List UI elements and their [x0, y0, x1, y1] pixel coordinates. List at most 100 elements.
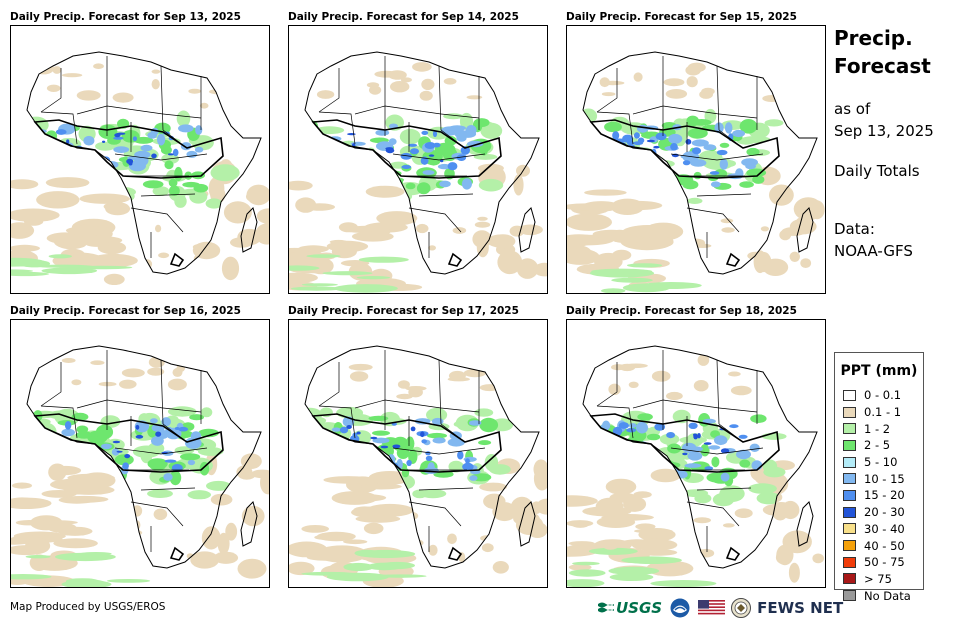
legend-label: 15 - 20	[864, 488, 905, 503]
legend: PPT (mm) 0 - 0.1 0.1 - 1 1 - 2 2 - 5 5 -…	[834, 352, 924, 603]
legend-label: 50 - 75	[864, 555, 905, 570]
country-border	[440, 407, 480, 413]
country-border	[596, 111, 634, 145]
precip-map	[566, 25, 826, 294]
legend-swatch	[843, 489, 856, 501]
precip-map-svg	[289, 51, 547, 293]
country-border	[76, 399, 108, 409]
legend-label: 30 - 40	[864, 521, 905, 536]
legend-label: 10 - 15	[864, 471, 905, 486]
country-border	[40, 362, 62, 407]
country-border	[408, 207, 462, 233]
panel-title: Daily Precip. Forecast for Sep 17, 2025	[288, 305, 519, 317]
country-border	[670, 447, 764, 455]
country-border	[354, 399, 386, 409]
country-border	[40, 68, 62, 113]
panel-title: Daily Precip. Forecast for Sep 13, 2025	[10, 11, 241, 23]
country-border	[140, 487, 196, 491]
legend-label: No Data	[864, 588, 911, 603]
country-border	[418, 487, 474, 491]
country-border	[40, 111, 78, 145]
legend-item: 0 - 0.1	[835, 387, 923, 404]
side-title-line2: Forecast	[834, 54, 931, 78]
legend-label: 0.1 - 1	[864, 405, 902, 420]
country-border	[106, 399, 164, 409]
precip-map-svg	[567, 345, 824, 587]
country-border	[670, 153, 764, 161]
country-border	[114, 153, 208, 161]
country-border	[140, 193, 196, 197]
focus-region-outline	[447, 546, 463, 561]
country-border	[162, 407, 202, 413]
legend-swatch	[843, 456, 856, 468]
focus-region-outline	[589, 119, 780, 179]
ocean-precip-layer	[289, 458, 547, 587]
country-border	[40, 405, 78, 439]
precip-map	[566, 319, 826, 588]
focus-region-outline	[169, 546, 185, 561]
country-border	[696, 193, 752, 197]
data-source-value: NOAA-GFS	[834, 242, 913, 260]
legend-item: 10 - 15	[835, 470, 923, 487]
precip-map-svg	[567, 51, 825, 293]
focus-region-outline	[725, 252, 741, 267]
panel-title: Daily Precip. Forecast for Sep 15, 2025	[566, 11, 797, 23]
focus-region-outline	[33, 119, 224, 179]
precip-map	[10, 319, 270, 588]
legend-label: 2 - 5	[864, 438, 891, 453]
us-flag-icon	[698, 600, 726, 616]
africa-coastline	[26, 51, 262, 275]
country-border	[114, 447, 208, 455]
legend-item: > 75	[835, 571, 923, 588]
legend-swatch	[843, 506, 856, 518]
country-border	[354, 105, 386, 115]
as-of-label: as of	[834, 100, 871, 118]
legend-label: > 75	[864, 571, 892, 586]
precip-map-svg	[11, 345, 269, 587]
ocean-precip-layer	[289, 163, 547, 293]
precip-map	[288, 319, 548, 588]
madagascar-outline	[518, 501, 536, 547]
legend-swatch	[843, 540, 856, 552]
country-border	[160, 359, 164, 425]
madagascar-outline	[240, 207, 258, 253]
country-border	[318, 68, 340, 113]
country-border	[440, 113, 480, 119]
madagascar-outline	[240, 501, 258, 547]
legend-item: 50 - 75	[835, 554, 923, 571]
focus-region-outline	[725, 546, 741, 561]
side-info: Precip. Forecast as of Sep 13, 2025 Dail…	[834, 24, 964, 262]
africa-coastline	[304, 345, 540, 569]
usgs-wave-icon	[598, 602, 614, 613]
legend-label: 40 - 50	[864, 538, 905, 553]
country-border	[596, 68, 618, 113]
ocean-precip-layer	[11, 452, 269, 587]
legend-item: 40 - 50	[835, 537, 923, 554]
ocean-precip-layer	[11, 159, 269, 285]
country-border	[160, 65, 164, 131]
precip-map-svg	[11, 51, 269, 285]
legend-swatch	[843, 389, 856, 401]
legend-label: 5 - 10	[864, 455, 898, 470]
country-border	[318, 111, 356, 145]
panel-title: Daily Precip. Forecast for Sep 16, 2025	[10, 305, 241, 317]
africa-coastline	[26, 345, 262, 569]
panel-title: Daily Precip. Forecast for Sep 18, 2025	[566, 305, 797, 317]
legend-item: 5 - 10	[835, 454, 923, 471]
fews-net-wordmark: FEWS NET	[757, 599, 844, 617]
country-border	[318, 405, 356, 439]
madagascar-outline	[796, 501, 814, 547]
country-border	[130, 207, 184, 233]
precip-map-svg	[289, 345, 547, 587]
country-border	[716, 359, 720, 425]
country-border	[392, 153, 486, 161]
focus-region-outline	[311, 413, 502, 473]
data-source-label: Data:	[834, 220, 875, 238]
legend-item: 2 - 5	[835, 437, 923, 454]
country-border	[716, 65, 720, 131]
legend-item: 30 - 40	[835, 521, 923, 538]
country-border	[162, 113, 202, 119]
period-label: Daily Totals	[834, 162, 920, 180]
credit-text: Map Produced by USGS/EROS	[10, 601, 166, 613]
usgs-logo: USGS	[598, 599, 662, 617]
